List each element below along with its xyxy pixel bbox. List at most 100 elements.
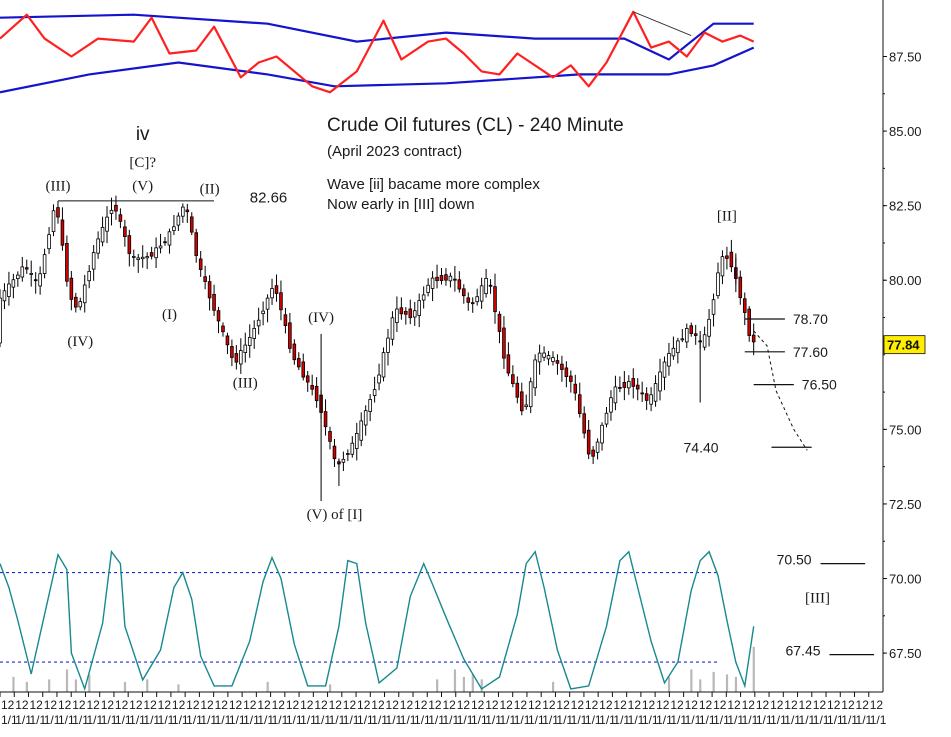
x-tick-label: 12 [257,698,271,712]
x-tick-label: 12 [713,698,727,712]
x-tick-label: 12 [400,698,414,712]
candle-down [693,333,698,336]
wave-label: (III) [45,179,70,195]
x-tick-label: 1/1 [499,713,516,727]
candle-down [635,384,640,390]
x-tick-label: 12 [357,698,371,712]
volume-bar [752,646,755,692]
volume-bar [551,681,555,692]
x-tick-label: 12 [443,698,457,712]
x-tick-label: 12 [101,698,115,712]
candle-up [381,352,386,378]
x-tick-label: 1/1 [101,713,118,727]
x-tick-label: 1/1 [172,713,189,727]
candle-down [564,367,569,377]
x-tick-label: 12 [528,698,542,712]
candle-up [172,226,176,231]
wave-label: (I) [162,307,177,323]
x-tick-label: 12 [485,698,499,712]
candle-up [132,255,136,258]
candle-down [511,374,515,385]
target-level-label: 74.40 [684,439,719,455]
x-tick-label: 1/1 [514,713,531,727]
x-tick-label: 1/1 [272,713,289,727]
target-level-label: 76.50 [802,377,837,393]
candle-down [506,354,511,374]
x-tick-label: 12 [856,698,870,712]
x-tick-label: 12 [15,698,29,712]
x-tick-label: 12 [243,698,257,712]
x-tick-label: 12 [158,698,172,712]
candle-down [216,310,221,322]
x-tick-label: 1/1 [585,713,602,727]
volume-bar [734,676,738,692]
x-tick-label: 1/1 [314,713,331,727]
x-tick-label: 12 [727,698,741,712]
candle-down [591,449,595,457]
candle-down [127,235,132,254]
candle-down [310,385,314,390]
y-tick-label: 80.00 [889,273,922,288]
candle-up [42,254,47,274]
candle-down [439,275,444,282]
x-tick-label: 1/1 [300,713,317,727]
x-tick-label: 12 [556,698,570,712]
x-tick-label: 12 [542,698,556,712]
x-tick-label: 1/1 [115,713,132,727]
x-tick-label: 12 [827,698,841,712]
candle-down [586,429,591,455]
candle-down [297,358,301,368]
candle-up [7,283,11,297]
candle-down [555,360,560,364]
y-tick-label: 75.00 [889,422,922,437]
candle-up [390,317,395,340]
candle-down [234,353,239,363]
y-tick-label: 67.50 [889,646,922,661]
candle-up [181,206,185,217]
volume-bar [471,674,474,692]
candle-down [194,232,199,256]
top-trendline [633,11,692,37]
candle-down [189,216,194,233]
candle-down [569,375,573,382]
x-tick-label: 12 [200,698,214,712]
candle-up [38,273,42,287]
x-tick-label: 1/1 [571,713,588,727]
candle-up [479,285,484,302]
candle-down [314,385,319,402]
x-tick-label: 12 [172,698,186,712]
candle-up [720,256,725,277]
candle-down [729,251,734,268]
target-level-label: 70.50 [777,552,812,568]
bottom-oscillator-line [0,549,755,692]
volume-bar [725,674,729,692]
x-tick-label: 12 [329,698,343,712]
candle-up [82,284,87,304]
candle-up [417,300,421,316]
x-tick-label: 1/1 [613,713,630,727]
x-tick-label: 1/1 [856,713,873,727]
target-levels: 78.70 77.60 76.50 74.40 70.50 67.45 [III] [684,311,875,659]
candle-up [386,337,390,353]
candle-up [667,353,671,367]
chart-note-1: Wave [ii] bacame more complex [327,176,540,193]
candle-down [225,335,230,346]
volume-bar [74,679,78,692]
candle-up [51,210,56,233]
candle-up [421,294,426,301]
x-tick-label: 12 [143,698,157,712]
x-tick-label: 12 [799,698,813,712]
x-tick-label: 12 [371,698,385,712]
candle-down [466,297,471,303]
candle-up [653,383,658,402]
candle-up [716,272,720,297]
chart-title: Crude Oil futures (CL) - 240 Minute [327,115,624,136]
wave-label: 82.66 [250,190,288,207]
candle-down [622,381,627,388]
x-tick-label: 12 [44,698,58,712]
candle-up [346,453,350,455]
x-tick-label: 12 [1,698,15,712]
candle-up [176,215,181,226]
candle-up [649,394,653,405]
x-tick-label: 12 [186,698,200,712]
